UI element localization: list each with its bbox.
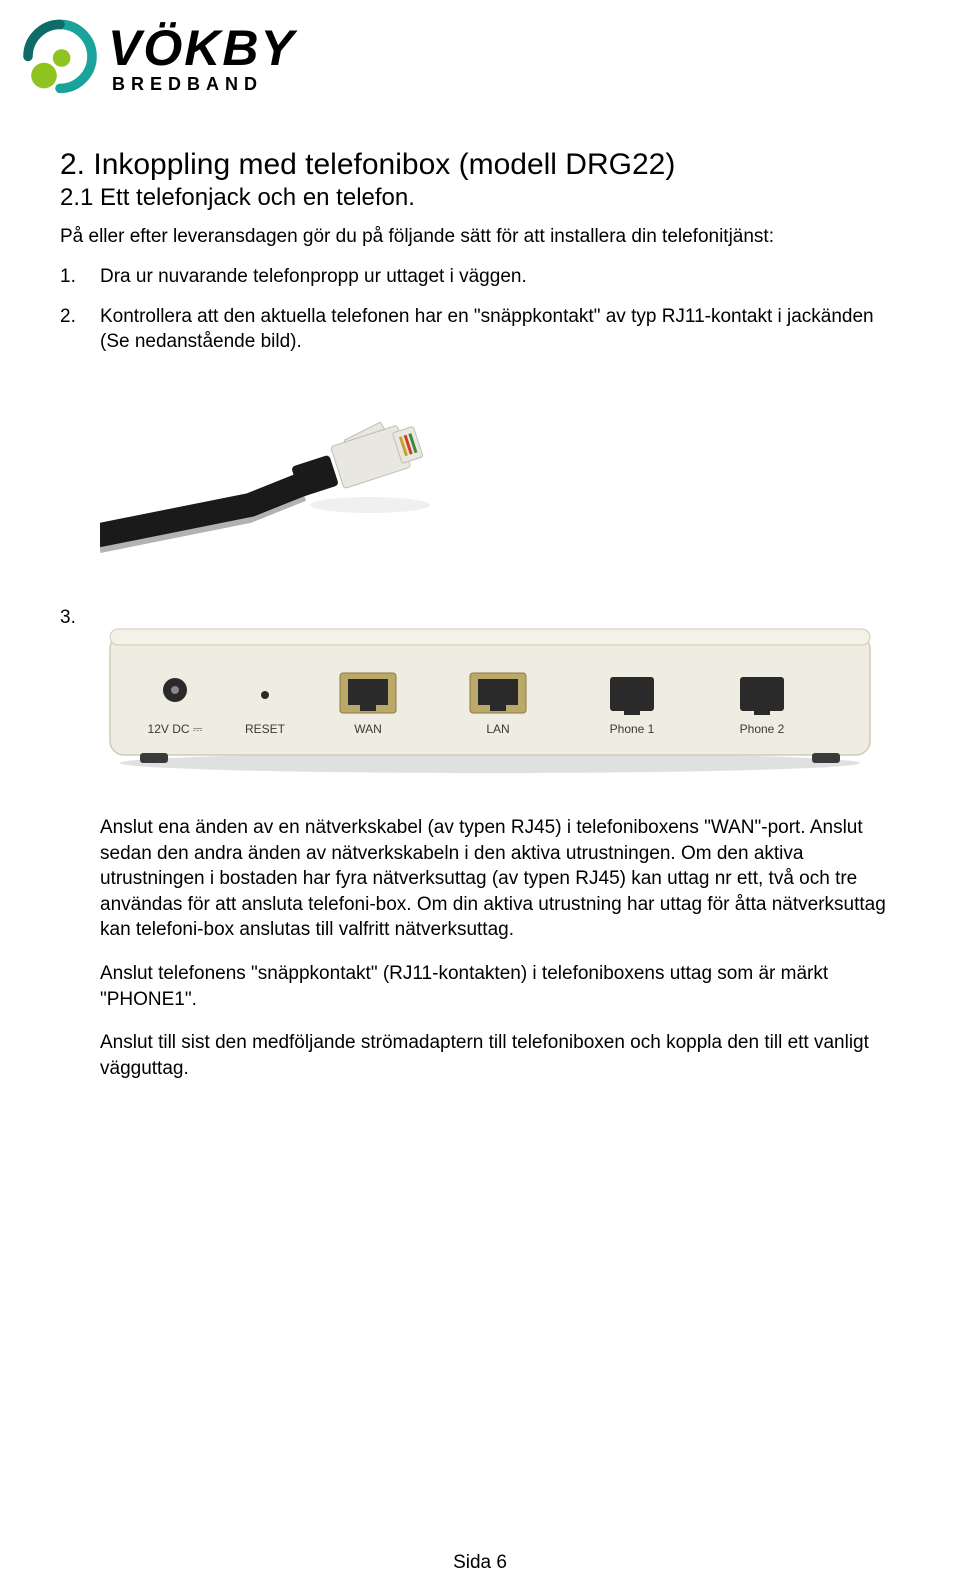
sub-section-title: 2.1 Ett telefonjack och en telefon.: [60, 184, 900, 212]
port-label-dc: 12V DC ⎓: [148, 722, 203, 736]
logo-mark: [20, 18, 100, 98]
step-2: 2. Kontrollera att den aktuella telefone…: [100, 304, 900, 355]
step-number: 2.: [60, 304, 76, 330]
step-text: Dra ur nuvarande telefonpropp ur uttaget…: [100, 266, 527, 287]
port-label-phone2: Phone 2: [740, 722, 785, 736]
step3-paragraph-1: Anslut ena änden av en nätverkskabel (av…: [100, 815, 900, 943]
logo-subtitle: BREDBAND: [112, 75, 296, 93]
rj11-connector-image: [100, 375, 480, 575]
step3-paragraph-2: Anslut telefonens "snäppkontakt" (RJ11-k…: [100, 961, 900, 1012]
telefonibox-rear-image: 12V DC ⎓ RESET WAN LAN Phone 1 Phone 2: [100, 605, 880, 785]
brand-logo: VÖKBY BREDBAND: [20, 18, 900, 98]
lead-paragraph: På eller efter leveransdagen gör du på f…: [60, 226, 900, 248]
port-label-reset: RESET: [245, 722, 286, 736]
logo-word: VÖKBY: [108, 23, 296, 73]
logo-text: VÖKBY BREDBAND: [108, 23, 296, 93]
step3-paragraph-3: Anslut till sist den medföljande strömad…: [100, 1030, 900, 1081]
port-label-phone1: Phone 1: [610, 722, 655, 736]
port-label-wan: WAN: [354, 722, 382, 736]
step-text: Kontrollera att den aktuella telefonen h…: [100, 306, 874, 353]
section-title: 2. Inkoppling med telefonibox (modell DR…: [60, 148, 900, 182]
port-label-lan: LAN: [486, 722, 509, 736]
step-number: 1.: [60, 264, 76, 290]
step-number: 3.: [60, 605, 76, 631]
step-3-body: Anslut ena änden av en nätverkskabel (av…: [60, 815, 900, 1082]
page-number: Sida 6: [0, 1552, 960, 1574]
instruction-list: 1. Dra ur nuvarande telefonpropp ur utta…: [60, 264, 900, 355]
step-1: 1. Dra ur nuvarande telefonpropp ur utta…: [100, 264, 900, 290]
